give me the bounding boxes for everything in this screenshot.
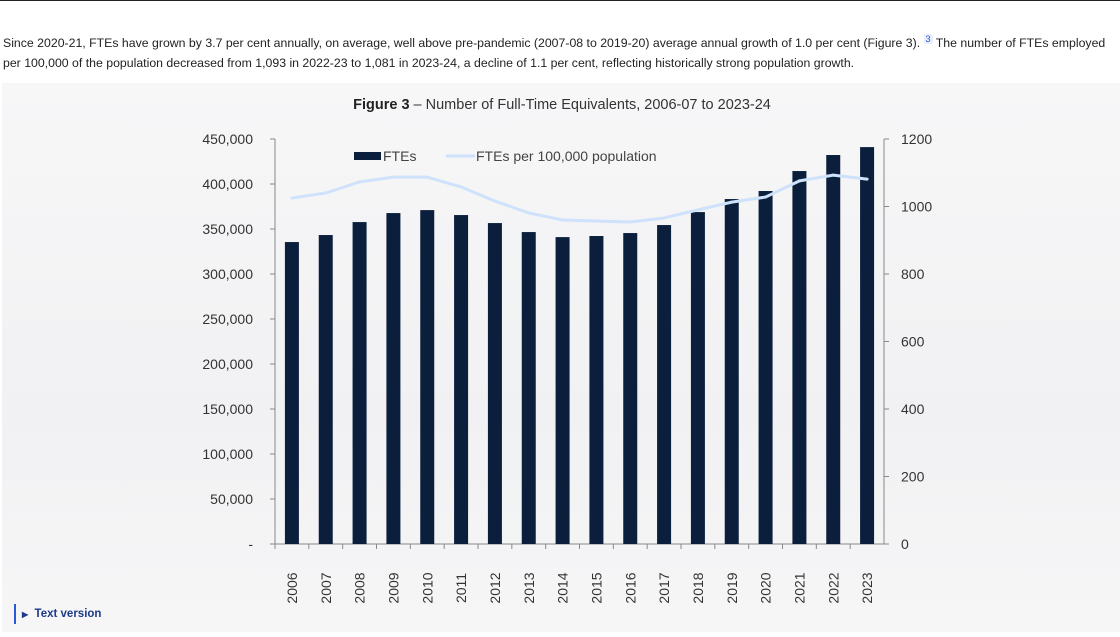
bar-2011 — [454, 215, 469, 545]
figure-3: Figure 3 – Number of Full-Time Equivalen… — [2, 83, 1120, 632]
y-left-tick-label: - — [248, 536, 253, 552]
point-2023 — [865, 177, 869, 181]
y-right-tick-label: 600 — [901, 334, 925, 350]
y-right-tick-label: 200 — [901, 469, 925, 485]
bar-2012 — [487, 223, 502, 544]
y-right-tick-label: 400 — [901, 401, 925, 417]
y-left-tick-label: 50,000 — [210, 491, 253, 507]
legend: FTEs FTEs per 100,000 population — [354, 148, 657, 164]
x-tick-label: 2023 — [859, 572, 875, 603]
bar-2009 — [386, 213, 401, 544]
x-tick-label: 2021 — [791, 572, 807, 603]
legend-label-ftes: FTEs — [383, 148, 416, 164]
y-left-tick-label: 400,000 — [202, 176, 253, 192]
x-tick-label: 2006 — [284, 572, 300, 603]
point-2018 — [696, 208, 700, 212]
x-tick-label: 2009 — [385, 572, 401, 603]
legend-label-per-pop: FTEs per 100,000 population — [476, 148, 657, 164]
point-2022 — [831, 173, 835, 177]
text-version-label: Text version — [34, 608, 102, 620]
bar-2014 — [555, 237, 570, 544]
bar-2016 — [623, 233, 638, 545]
bar-2015 — [589, 236, 604, 544]
point-2011 — [459, 185, 463, 189]
bar-2013 — [521, 232, 536, 544]
fte-chart: Figure 3 – Number of Full-Time Equivalen… — [202, 97, 932, 604]
x-tick-label: 2020 — [758, 572, 774, 603]
bar-2022 — [826, 155, 841, 544]
bar-2018 — [690, 212, 705, 544]
chart-title: Figure 3 – Number of Full-Time Equivalen… — [353, 97, 771, 113]
line-fte-per-pop — [291, 173, 868, 224]
point-2007 — [324, 191, 328, 195]
paragraph-text: Since 2020-21, FTEs have grown by 3.7 pe… — [3, 36, 921, 51]
bar-2019 — [724, 199, 739, 544]
y-right-tick-label: 1200 — [901, 131, 932, 147]
bar-2006 — [284, 242, 299, 545]
x-tick-label: 2013 — [521, 572, 537, 603]
x-tick-label: 2018 — [690, 572, 706, 603]
x-tick-label: 2016 — [622, 572, 638, 603]
point-2008 — [358, 180, 362, 184]
x-tick-label: 2012 — [487, 572, 503, 603]
point-2009 — [391, 175, 395, 179]
paragraph-text-2: The number of FTEs employed per 100,000 … — [3, 36, 1106, 70]
x-tick-label: 2010 — [419, 572, 435, 603]
point-2021 — [797, 179, 801, 183]
point-2015 — [594, 219, 598, 223]
y-left-tick-label: 150,000 — [202, 401, 253, 417]
footnote-link[interactable]: 3 — [923, 34, 933, 45]
point-2020 — [764, 195, 768, 199]
bar-2017 — [657, 225, 672, 545]
x-tick-label: 2008 — [352, 572, 368, 603]
bar-2023 — [860, 147, 875, 544]
point-2019 — [730, 200, 734, 204]
y-left-tick-label: 300,000 — [202, 266, 253, 282]
y-right-tick-label: 1000 — [901, 199, 932, 215]
x-tick-label: 2014 — [555, 572, 571, 603]
y-right-tick-label: 800 — [901, 266, 925, 282]
x-tick-label: 2011 — [453, 573, 469, 603]
x-tick-label: 2007 — [318, 572, 334, 603]
point-2017 — [662, 216, 666, 220]
point-2013 — [527, 211, 531, 215]
bar-2010 — [420, 210, 435, 544]
text-version-toggle[interactable]: ▶ Text version — [14, 604, 101, 624]
y-left-tick-label: 250,000 — [202, 311, 253, 327]
x-tick-label: 2017 — [656, 572, 672, 603]
x-tick-label: 2022 — [825, 572, 841, 603]
bar-2007 — [318, 235, 333, 544]
y-left-tick-label: 350,000 — [202, 221, 253, 237]
y-right-tick-label: 0 — [901, 536, 909, 552]
y-left-tick-label: 100,000 — [202, 446, 253, 462]
x-tick-label: 2019 — [724, 572, 740, 603]
y-left-tick-label: 450,000 — [202, 131, 253, 147]
x-tick-label: 2015 — [588, 572, 604, 603]
point-2012 — [493, 199, 497, 203]
point-2006 — [290, 196, 294, 200]
bar-2021 — [792, 171, 807, 545]
point-2016 — [628, 220, 632, 224]
point-2014 — [561, 218, 565, 222]
point-2010 — [425, 175, 429, 179]
bar-2008 — [352, 222, 367, 544]
bar-2020 — [758, 191, 773, 544]
triangle-right-icon: ▶ — [22, 610, 29, 619]
y-left-tick-label: 200,000 — [202, 356, 253, 372]
body-paragraph: Since 2020-21, FTEs have grown by 3.7 pe… — [3, 30, 1118, 73]
legend-swatch-ftes — [354, 152, 381, 160]
